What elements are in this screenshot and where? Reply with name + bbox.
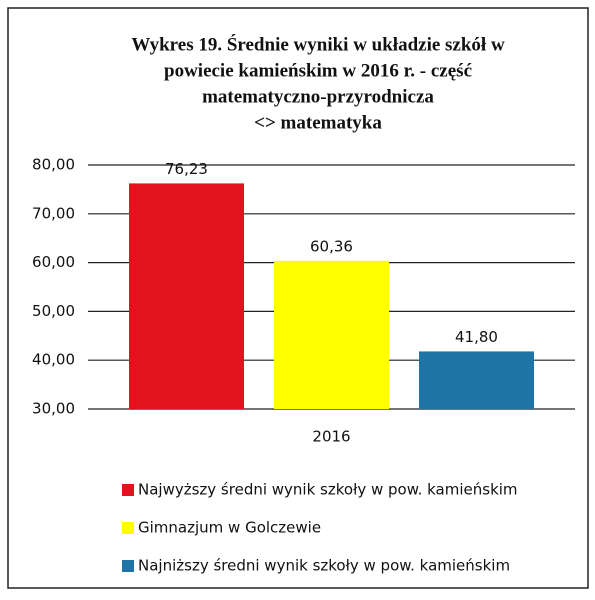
y-tick-label: 30,00 bbox=[32, 400, 75, 418]
y-tick-label: 80,00 bbox=[32, 156, 75, 174]
x-tick-label: 2016 bbox=[312, 428, 350, 446]
y-tick-label: 50,00 bbox=[32, 302, 75, 320]
legend-swatch bbox=[122, 484, 134, 496]
legend-label: Gimnazjum w Golczewie bbox=[138, 519, 321, 537]
chart-title: Wykres 19. Średnie wyniki w układzie szk… bbox=[131, 33, 505, 55]
legend-swatch bbox=[122, 560, 134, 572]
legend-label: Najniższy średni wynik szkoły w pow. kam… bbox=[138, 557, 510, 575]
y-tick-label: 70,00 bbox=[32, 204, 75, 222]
bar bbox=[274, 260, 389, 409]
data-label: 76,23 bbox=[165, 160, 208, 178]
chart-title: <> matematyka bbox=[254, 112, 382, 133]
bar bbox=[419, 351, 534, 409]
legend-swatch bbox=[122, 522, 134, 534]
bar bbox=[129, 183, 244, 409]
legend-label: Najwyższy średni wynik szkoły w pow. kam… bbox=[138, 481, 518, 499]
data-label: 41,80 bbox=[455, 328, 498, 346]
y-tick-label: 60,00 bbox=[32, 253, 75, 271]
chart-title: matematyczno-przyrodnicza bbox=[202, 86, 434, 107]
y-tick-label: 40,00 bbox=[32, 351, 75, 369]
chart-title: powiecie kamieńskim w 2016 r. - część bbox=[164, 60, 472, 81]
data-label: 60,36 bbox=[310, 237, 353, 255]
